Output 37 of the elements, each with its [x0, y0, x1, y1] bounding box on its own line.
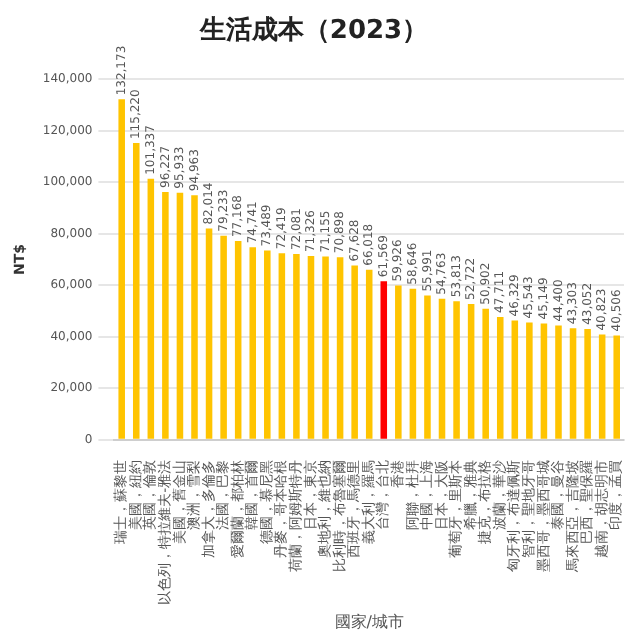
bar	[496, 316, 504, 439]
bar	[365, 269, 373, 439]
bar	[220, 235, 227, 439]
bar	[555, 325, 562, 439]
bar	[409, 288, 417, 439]
bar	[453, 301, 460, 439]
bar	[438, 298, 446, 439]
bar	[540, 323, 548, 439]
bar	[307, 256, 315, 439]
bar	[162, 191, 169, 439]
bar	[118, 99, 125, 439]
bar	[613, 335, 620, 439]
bar	[569, 328, 577, 439]
bar	[482, 308, 489, 439]
bar	[278, 253, 286, 439]
bar	[380, 281, 388, 439]
x-axis-title: 國家/城市	[334, 612, 404, 631]
bar	[205, 228, 213, 439]
bar	[424, 295, 431, 439]
bar	[584, 328, 591, 439]
bar	[467, 303, 475, 439]
bar	[526, 322, 533, 439]
bar	[336, 257, 344, 439]
bar	[132, 143, 140, 439]
bar	[322, 256, 329, 439]
bar	[191, 195, 198, 439]
bar	[147, 178, 155, 439]
bar	[293, 254, 300, 439]
bar	[598, 334, 606, 439]
bar	[234, 241, 242, 439]
bar	[264, 250, 271, 439]
bar	[351, 265, 358, 439]
chart-title: 生活成本（2023）	[197, 16, 429, 47]
bar	[176, 192, 184, 439]
bar	[511, 320, 519, 439]
bar	[395, 285, 402, 439]
bar	[249, 247, 257, 439]
